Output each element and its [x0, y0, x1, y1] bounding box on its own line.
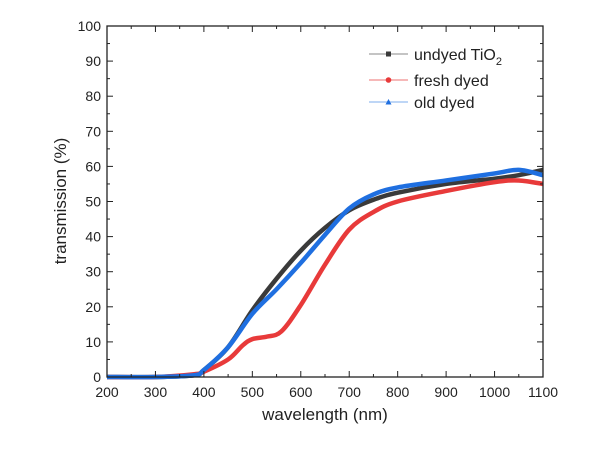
- x-tick-label: 300: [144, 384, 168, 400]
- y-tick-label: 50: [85, 194, 101, 210]
- y-tick-label: 70: [85, 123, 101, 139]
- y-tick-label: 10: [85, 334, 101, 350]
- x-tick-label: 500: [241, 384, 265, 400]
- x-tick-label: 200: [95, 384, 119, 400]
- legend-label-text: undyed TiO: [414, 47, 496, 64]
- y-axis-label: transmission (%): [51, 138, 70, 265]
- legend: undyed TiO2 fresh dyed old dyed: [369, 47, 502, 112]
- x-tick-label: 1100: [528, 384, 558, 400]
- series-line-1: [106, 178, 544, 380]
- y-tick-label: 100: [78, 18, 102, 34]
- legend-label: fresh dyed: [414, 73, 489, 90]
- plot-lines: [106, 167, 544, 380]
- y-tick-label: 80: [85, 88, 101, 104]
- y-tick-label: 40: [85, 229, 101, 245]
- x-tick-label: 600: [289, 384, 313, 400]
- legend-label-text: fresh dyed: [414, 73, 489, 90]
- axis-ticks: 200 300 400 500 600 700 800 900 1000 1100 0 10 20 30 4…: [78, 18, 559, 400]
- legend-triangle-marker-icon: [385, 99, 392, 105]
- y-tick-label: 90: [85, 53, 101, 69]
- x-tick-label: 700: [338, 384, 362, 400]
- y-tick-label: 0: [93, 369, 101, 385]
- y-tick-label: 30: [85, 264, 101, 280]
- x-tick-label: 900: [434, 384, 458, 400]
- legend-label: undyed TiO2: [414, 47, 502, 68]
- legend-label: old dyed: [414, 95, 475, 112]
- x-tick-label: 800: [386, 384, 410, 400]
- x-tick-label: 400: [192, 384, 216, 400]
- x-tick-label: 1000: [479, 384, 510, 400]
- legend-label-text: old dyed: [414, 95, 475, 112]
- legend-square-marker-icon: [386, 51, 391, 57]
- series-line-2: [106, 167, 544, 380]
- series-line-0: [106, 167, 544, 380]
- y-tick-label: 60: [85, 158, 101, 174]
- x-axis-label: wavelength (nm): [261, 405, 388, 424]
- legend-label-subscript: 2: [496, 56, 502, 68]
- legend-circle-marker-icon: [385, 77, 392, 83]
- y-tick-label: 20: [85, 299, 101, 315]
